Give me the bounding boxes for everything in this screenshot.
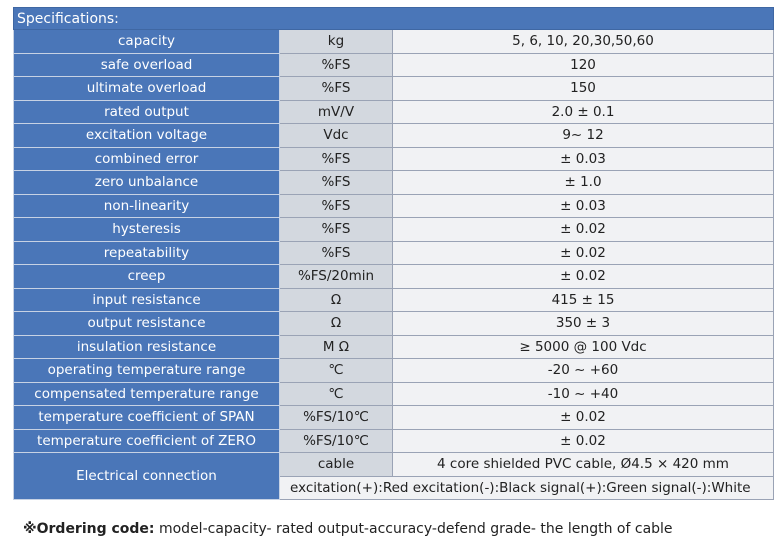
- spec-unit: %FS: [279, 76, 393, 101]
- spec-value: ± 0.02: [391, 405, 775, 430]
- spec-parameter: non-linearity: [13, 193, 280, 218]
- spec-row: rated output mV/V 2.0 ± 0.1: [13, 99, 775, 124]
- spec-parameter: hysteresis: [13, 217, 280, 242]
- spec-value: 150: [391, 76, 775, 101]
- spec-unit: M Ω: [279, 334, 393, 359]
- ordering-code-line: ※Ordering code: model-capacity- rated ou…: [23, 521, 673, 537]
- spec-row: non-linearity %FS ± 0.03: [13, 193, 775, 218]
- cable-label: cable: [279, 452, 393, 477]
- spec-row: output resistance Ω 350 ± 3: [13, 311, 775, 336]
- spec-row: safe overload %FS 120: [13, 52, 775, 77]
- spec-value: ± 1.0: [391, 170, 775, 195]
- spec-unit: %FS: [279, 146, 393, 171]
- spec-unit: Ω: [279, 287, 393, 312]
- spec-row: input resistance Ω 415 ± 15: [13, 287, 775, 312]
- spec-parameter: operating temperature range: [13, 358, 280, 383]
- spec-unit: Vdc: [279, 123, 393, 148]
- spec-parameter: capacity: [13, 29, 280, 54]
- spec-value: ≥ 5000 @ 100 Vdc: [391, 334, 775, 359]
- spec-parameter: insulation resistance: [13, 334, 280, 359]
- spec-unit: %FS: [279, 193, 393, 218]
- spec-parameter: temperature coefficient of ZERO: [13, 428, 280, 453]
- spec-row: temperature coefficient of ZERO %FS/10℃ ± …: [13, 428, 775, 453]
- ordering-code-label: ※Ordering code:: [23, 521, 155, 537]
- spec-row: capacity kg 5, 6, 10, 20,30,50,60: [13, 29, 775, 54]
- spec-unit: Ω: [279, 311, 393, 336]
- spec-value: -20 ~ +60: [391, 358, 775, 383]
- spec-parameter: rated output: [13, 99, 280, 124]
- spec-parameter: output resistance: [13, 311, 280, 336]
- spec-unit: ℃: [279, 381, 393, 406]
- spec-parameter: excitation voltage: [13, 123, 280, 148]
- spec-value: 415 ± 15: [391, 287, 775, 312]
- wiring-row: excitation(+):Red excitation(-):Black si…: [14, 475, 775, 500]
- spec-value: 9~ 12: [391, 123, 775, 148]
- spec-row: zero unbalance %FS ± 1.0: [13, 170, 775, 195]
- cable-spec: 4 core shielded PVC cable, Ø4.5 × 420 mm: [391, 452, 775, 477]
- spec-value: 5, 6, 10, 20,30,50,60: [391, 29, 775, 54]
- spec-unit: %FS: [279, 217, 393, 242]
- table-header-row: Specifications:: [12, 7, 775, 30]
- spec-value: ± 0.03: [391, 193, 775, 218]
- spec-value: ± 0.02: [391, 217, 775, 242]
- spec-row: creep %FS/20min ± 0.02: [13, 264, 775, 289]
- spec-value: ± 0.02: [391, 240, 775, 265]
- spec-parameter: repeatability: [13, 240, 280, 265]
- spec-parameter: temperature coefficient of SPAN: [13, 405, 280, 430]
- ordering-code-text: model-capacity- rated output-accuracy-de…: [154, 521, 673, 537]
- spec-value: 2.0 ± 0.1: [391, 99, 775, 124]
- electrical-connection-row: Electrical connection cable 4 core shielde…: [13, 452, 775, 500]
- specifications-title: Specifications:: [12, 7, 775, 30]
- spec-value: 350 ± 3: [391, 311, 775, 336]
- spec-unit: mV/V: [279, 99, 393, 124]
- spec-parameter: safe overload: [13, 52, 280, 77]
- wiring-colors: excitation(+):Red excitation(-):Black si…: [278, 475, 775, 500]
- spec-value: ± 0.03: [391, 146, 775, 171]
- spec-parameter: compensated temperature range: [13, 381, 280, 406]
- spec-unit: %FS/10℃: [279, 428, 393, 453]
- electrical-connection-label: Electrical connection: [13, 452, 280, 500]
- spec-row: compensated temperature range ℃ -10 ~ +40: [13, 381, 775, 406]
- spec-parameter: creep: [13, 264, 280, 289]
- spec-row: hysteresis %FS ± 0.02: [13, 217, 775, 242]
- specifications-table: Specifications: capacity kg 5, 6, 10, 20,3…: [12, 7, 775, 500]
- spec-parameter: zero unbalance: [13, 170, 280, 195]
- spec-unit: kg: [279, 29, 393, 54]
- spec-unit: ℃: [279, 358, 393, 383]
- spec-row: excitation voltage Vdc 9~ 12: [13, 123, 775, 148]
- spec-value: ± 0.02: [391, 264, 775, 289]
- spec-unit: %FS: [279, 52, 393, 77]
- spec-value: -10 ~ +40: [391, 381, 775, 406]
- spec-row: combined error %FS ± 0.03: [13, 146, 775, 171]
- spec-row: temperature coefficient of SPAN %FS/10℃ ± …: [13, 405, 775, 430]
- spec-row: insulation resistance M Ω ≥ 5000 @ 100 Vdc: [13, 334, 775, 359]
- spec-unit: %FS: [279, 240, 393, 265]
- spec-parameter: combined error: [13, 146, 280, 171]
- spec-unit: %FS/20min: [279, 264, 393, 289]
- spec-parameter: ultimate overload: [13, 76, 280, 101]
- spec-parameter: input resistance: [13, 287, 280, 312]
- spec-value: 120: [391, 52, 775, 77]
- spec-row: ultimate overload %FS 150: [13, 76, 775, 101]
- spec-unit: %FS/10℃: [279, 405, 393, 430]
- spec-value: ± 0.02: [391, 428, 775, 453]
- spec-row: operating temperature range ℃ -20 ~ +60: [13, 358, 775, 383]
- spec-row: repeatability %FS ± 0.02: [13, 240, 775, 265]
- spec-unit: %FS: [279, 170, 393, 195]
